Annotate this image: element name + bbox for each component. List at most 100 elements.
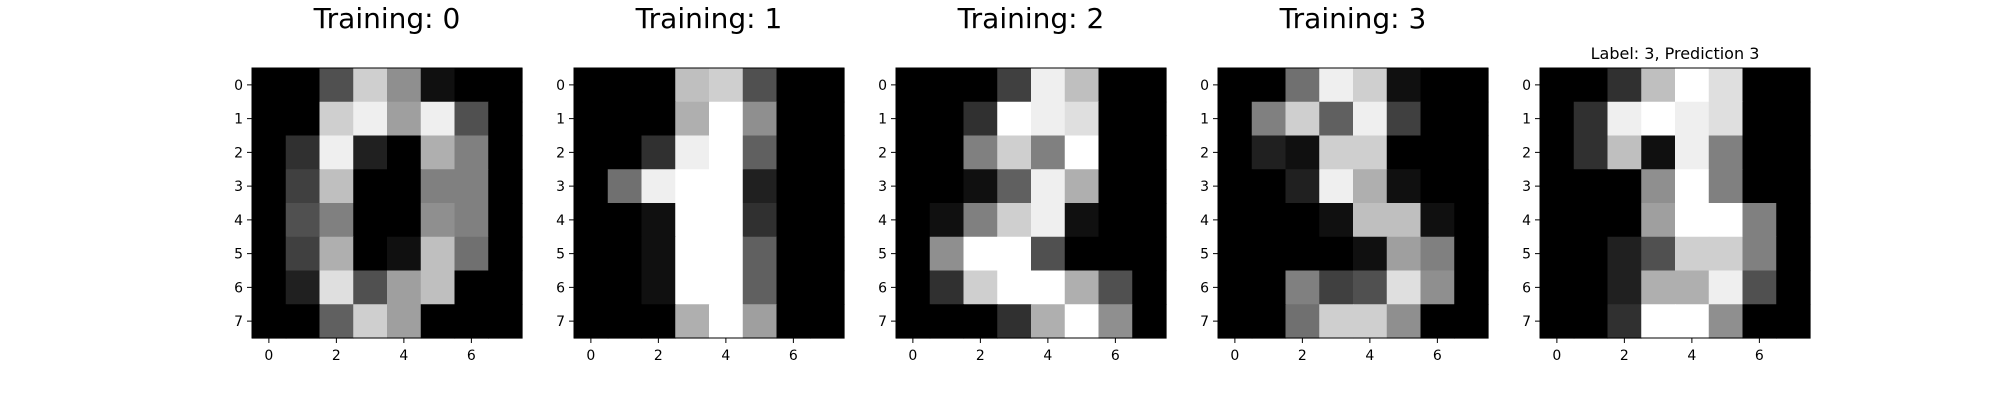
pixel-cell <box>1386 304 1422 339</box>
pixel-cell <box>810 68 845 103</box>
pixel-cell <box>963 270 998 305</box>
pixel-cell <box>1386 68 1422 103</box>
pixel-cell <box>319 169 354 204</box>
pixel-cell <box>1251 101 1287 137</box>
pixel-cell <box>1251 135 1287 170</box>
pixel-cell <box>420 304 456 339</box>
pixel-cell <box>1420 135 1455 170</box>
pixel-cell <box>353 68 388 103</box>
pixel-cell <box>963 169 998 204</box>
pixel-cell <box>1573 236 1609 272</box>
pixel-cell <box>810 270 845 305</box>
pixel-cell <box>454 68 489 103</box>
pixel-cell <box>1776 101 1811 137</box>
pixel-cell <box>1353 169 1388 204</box>
pixel-cell <box>742 68 778 103</box>
pixel-cell <box>488 101 523 137</box>
pixel-cell <box>420 135 456 170</box>
pixel-cell <box>929 270 965 305</box>
subplot-1: Training: 1 0 1 2 3 4 5 6 7 0 2 4 6 <box>556 2 845 364</box>
pixel-cell <box>1218 135 1253 170</box>
pixel-cell <box>896 68 931 103</box>
pixel-cell <box>709 236 744 272</box>
pixel-cell <box>742 236 778 272</box>
pixel-cell <box>641 169 676 204</box>
y-tick-label: 0 <box>878 78 887 94</box>
pixel-cell <box>1285 101 1320 137</box>
pixel-cell <box>776 203 811 238</box>
pixel-cell <box>1607 68 1642 103</box>
pixel-cell <box>675 203 710 238</box>
y-tick-label: 3 <box>1200 179 1209 195</box>
pixel-cell <box>963 101 998 137</box>
pixel-cell <box>454 135 489 170</box>
pixel-cell <box>607 236 643 272</box>
x-tick-label: 0 <box>908 348 917 364</box>
pixel-cell <box>285 101 321 137</box>
pixel-cell <box>1540 304 1575 339</box>
pixel-cell <box>1641 169 1676 204</box>
pixel-cell <box>1573 304 1609 339</box>
pixel-cell <box>1708 270 1744 305</box>
pixel-cell <box>997 169 1032 204</box>
pixel-cell <box>641 236 676 272</box>
pixel-cell <box>1132 68 1167 103</box>
y-tick-label: 2 <box>1200 145 1209 161</box>
pixel-cell <box>709 101 744 137</box>
pixel-cell <box>1319 101 1354 137</box>
pixel-cell <box>1641 236 1676 272</box>
pixel-cell <box>1098 68 1133 103</box>
x-tick-label: 0 <box>264 348 273 364</box>
pixel-cell <box>319 236 354 272</box>
pixel-cell <box>1675 236 1710 272</box>
pixel-cell <box>574 135 609 170</box>
pixel-cell <box>742 101 778 137</box>
subplot-3: Training: 3 0 1 2 3 4 5 6 7 0 2 4 6 <box>1200 2 1489 364</box>
pixel-cell <box>488 135 523 170</box>
subplot-2: Training: 2 0 1 2 3 4 5 6 7 0 2 4 6 <box>878 2 1167 364</box>
pixel-cell <box>929 135 965 170</box>
pixel-cell <box>641 270 676 305</box>
pixel-cell <box>1607 304 1642 339</box>
pixel-cell <box>742 135 778 170</box>
pixel-cell <box>285 304 321 339</box>
y-tick-label: 4 <box>556 213 565 229</box>
x-tick-label: 2 <box>654 348 663 364</box>
x-tick-label: 4 <box>721 348 730 364</box>
pixel-cell <box>1285 169 1320 204</box>
pixel-cell <box>252 68 287 103</box>
pixel-cell <box>1641 101 1676 137</box>
pixel-cell <box>1573 68 1609 103</box>
pixel-cell <box>1064 203 1100 238</box>
pixel-cell <box>1251 304 1287 339</box>
y-tick-label: 4 <box>1200 213 1209 229</box>
pixel-cell <box>1454 270 1489 305</box>
y-tick-label: 6 <box>234 280 243 296</box>
x-tick-label: 4 <box>1687 348 1696 364</box>
pixel-cell <box>1607 135 1642 170</box>
pixel-cell <box>454 101 489 137</box>
y-tick-label: 0 <box>1200 78 1209 94</box>
pixel-cell <box>1031 203 1066 238</box>
pixel-cell <box>963 304 998 339</box>
pixel-cell <box>1386 236 1422 272</box>
pixel-cell <box>776 135 811 170</box>
pixel-cell <box>1573 101 1609 137</box>
pixel-cell <box>1420 68 1455 103</box>
pixel-cell <box>1454 236 1489 272</box>
subplot-title: Training: 2 <box>957 2 1105 35</box>
pixel-cell <box>454 236 489 272</box>
pixel-cell <box>1098 203 1133 238</box>
pixel-cell <box>896 270 931 305</box>
pixel-cell <box>454 203 489 238</box>
pixel-cell <box>1708 304 1744 339</box>
axes-frame <box>573 67 845 339</box>
pixel-cell <box>319 135 354 170</box>
pixel-cell <box>1454 169 1489 204</box>
pixel-cell <box>1386 203 1422 238</box>
pixel-cell <box>997 203 1032 238</box>
pixel-cell <box>742 169 778 204</box>
pixel-cell <box>1064 169 1100 204</box>
pixel-cell <box>1064 270 1100 305</box>
